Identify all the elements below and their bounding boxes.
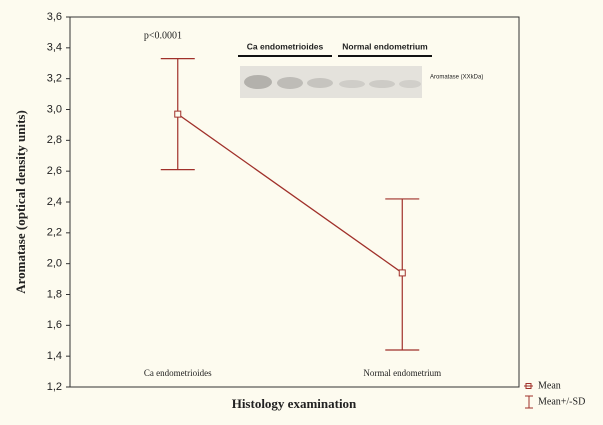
legend-label: Mean <box>538 380 561 391</box>
y-tick-label: 3,0 <box>47 103 62 115</box>
y-tick-label: 2,2 <box>47 227 62 239</box>
blot-band <box>244 75 272 89</box>
x-tick-label: Ca endometrioides <box>144 368 212 378</box>
mean-marker <box>175 111 181 117</box>
chart: Aromatase (optical density units) Histol… <box>0 0 603 425</box>
blot-band <box>399 80 421 88</box>
y-tick-label: 1,8 <box>47 288 62 300</box>
y-tick-label: 3,6 <box>47 11 62 23</box>
x-axis-title: Histology examination <box>232 396 357 411</box>
blot-group-label: Normal endometrium <box>342 41 428 51</box>
y-tick-label: 2,0 <box>47 258 62 270</box>
x-tick-label: Normal endometrium <box>363 368 441 378</box>
blot-band <box>307 78 333 88</box>
y-tick-label: 3,2 <box>47 73 62 85</box>
blot-group-label: Ca endometrioides <box>247 41 324 51</box>
y-tick-label: 1,6 <box>47 319 62 331</box>
y-tick-label: 1,2 <box>47 381 62 393</box>
blot-band <box>339 80 365 88</box>
blot-band-label: Aromatase (XXkDa) <box>430 75 483 81</box>
y-axis-title: Aromatase (optical density units) <box>13 110 28 294</box>
mean-marker <box>399 270 405 276</box>
y-tick-label: 2,8 <box>47 134 62 146</box>
p-value: p<0.0001 <box>144 30 182 41</box>
y-tick-label: 2,6 <box>47 165 62 177</box>
blot-band <box>369 80 395 88</box>
y-tick-label: 3,4 <box>47 42 62 54</box>
blot-band <box>277 77 303 89</box>
y-tick-label: 1,4 <box>47 350 62 362</box>
legend-label: Mean+/-SD <box>538 396 585 407</box>
y-tick-label: 2,4 <box>47 196 62 208</box>
